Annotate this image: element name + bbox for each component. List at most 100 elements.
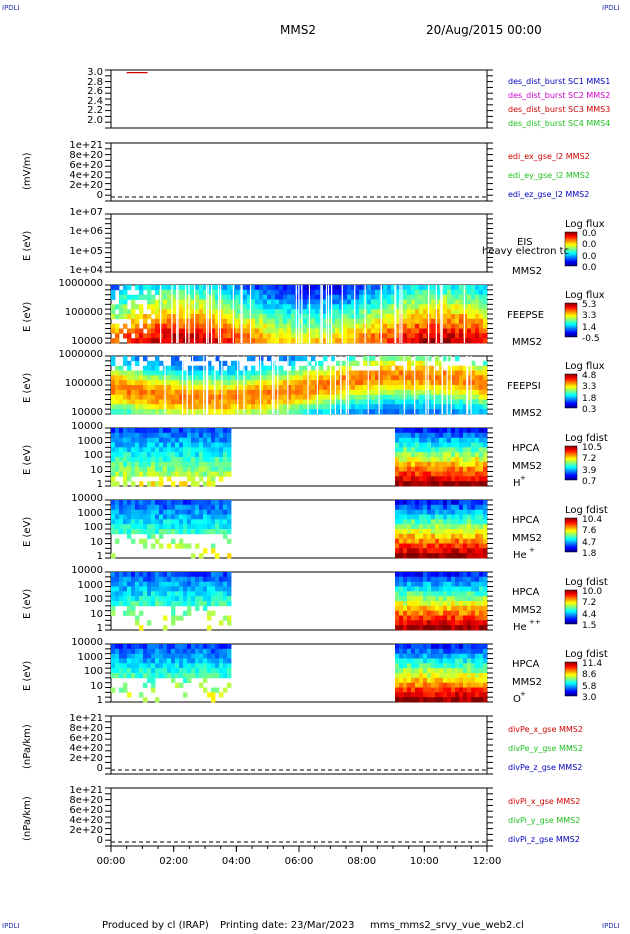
spectrogram-cell [387, 356, 392, 362]
spectrogram-cell [391, 314, 396, 320]
spectrogram-cell [391, 399, 396, 405]
spectrogram-cell [371, 333, 376, 339]
y-tick-label: 1000 [77, 435, 103, 447]
spectrogram-cell [147, 514, 152, 520]
spectrogram-cell [483, 572, 488, 578]
spectrogram-cell [439, 380, 444, 386]
spectrogram-cell [439, 476, 444, 482]
spectrogram-cell [175, 356, 180, 362]
spectrogram-cell [451, 432, 456, 438]
spectrogram-cell [475, 663, 480, 669]
spectrogram-cell [463, 653, 468, 659]
spectrogram-cell [455, 338, 460, 344]
spectrogram-cell [391, 285, 396, 291]
spectrogram-cell [135, 304, 140, 310]
spectrogram-cell [119, 581, 124, 587]
spectrogram-cell [143, 370, 148, 376]
spectrogram-cell [411, 648, 416, 654]
spectrogram-cell [407, 519, 412, 525]
spectrogram-cell [431, 687, 436, 693]
spectrogram-cell [191, 437, 196, 443]
spectrogram-cell [451, 466, 456, 472]
spectrogram-cell [347, 285, 352, 291]
spectrogram-cell [223, 404, 228, 410]
spectrogram-cell [419, 653, 424, 659]
spectrogram-cell [291, 304, 296, 310]
spectrogram-cell [395, 615, 400, 621]
colorbar [564, 302, 578, 338]
spectrogram-cell [151, 668, 156, 674]
spectrogram-cell [131, 673, 136, 679]
spectrogram-cell [419, 447, 424, 453]
spectrogram-cell [451, 365, 456, 371]
spectrogram-cell [395, 673, 400, 679]
spectrogram-cell [259, 294, 264, 300]
spectrogram-cell [155, 591, 160, 597]
spectrogram-cell [159, 394, 164, 400]
spectrogram-cell [135, 314, 140, 320]
spectrogram-cell [223, 504, 228, 510]
y-tick-label: 1 [96, 551, 103, 562]
spectrogram-cell [239, 404, 244, 410]
spectrogram-cell [183, 658, 188, 664]
spectrogram-cell [443, 533, 448, 539]
spectrogram-cell [203, 644, 208, 650]
spectrogram-cell [155, 461, 160, 467]
spectrogram-cell [199, 409, 204, 415]
spectrogram-cell [327, 338, 332, 344]
spectrogram-cell [443, 625, 448, 631]
spectrogram-cell [403, 538, 408, 544]
spectrogram-cell [135, 601, 140, 607]
spectrogram-cell [199, 586, 204, 592]
spectrogram-cell [427, 548, 432, 554]
spectrogram-cell [159, 586, 164, 592]
spectrogram-cell [187, 365, 192, 371]
spectrogram-cell [435, 370, 440, 376]
spectrogram-cell [191, 365, 196, 371]
spectrogram-cell [371, 394, 376, 400]
spectrogram-cell [199, 338, 204, 344]
spectrogram-cell [399, 304, 404, 310]
spectrogram-cell [231, 404, 236, 410]
spectrogram-cell [115, 432, 120, 438]
spectrogram-cell [127, 375, 132, 381]
spectrogram-cell [223, 581, 228, 587]
spectrogram-cell [443, 328, 448, 334]
spectrogram-cell [155, 360, 160, 366]
spectrogram-cell [179, 673, 184, 679]
spectrogram-cell [199, 524, 204, 530]
spectrogram-cell [435, 514, 440, 520]
spectrogram-cell [415, 504, 420, 510]
spectrogram-cell [483, 625, 488, 631]
spectrogram-cell [323, 356, 328, 362]
spectrogram-cell [387, 365, 392, 371]
spectrogram-cell [271, 309, 276, 315]
spectrogram-cell [419, 581, 424, 587]
spectrogram-cell [335, 399, 340, 405]
spectrogram-cell [451, 471, 456, 477]
spectrogram-cell [227, 380, 232, 386]
y-tick-label: 10000 [71, 407, 103, 418]
spectrogram-cell [243, 409, 248, 415]
spectrogram-cell [279, 399, 284, 405]
spectrogram-cell [151, 663, 156, 669]
spectrogram-cell [135, 658, 140, 664]
spectrogram-cell [395, 668, 400, 674]
spectrogram-cell [451, 389, 456, 395]
spectrogram-cell [151, 576, 156, 582]
spectrogram-cell [367, 328, 372, 334]
spectrogram-cell [131, 648, 136, 654]
spectrogram-cell [463, 658, 468, 664]
spectrogram-cell [371, 370, 376, 376]
spectrogram-cell [455, 605, 460, 611]
spectrogram-cell [131, 605, 136, 611]
spectrogram-cell [331, 318, 336, 324]
spectrogram-cell [459, 314, 464, 320]
spectrogram-cell [263, 409, 268, 415]
spectrogram-cell [311, 399, 316, 405]
spectrogram-cell [335, 389, 340, 395]
spectrogram-cell [475, 610, 480, 616]
spectrogram-cell [231, 389, 236, 395]
spectrogram-cell [187, 605, 192, 611]
spectrogram-cell [111, 394, 116, 400]
